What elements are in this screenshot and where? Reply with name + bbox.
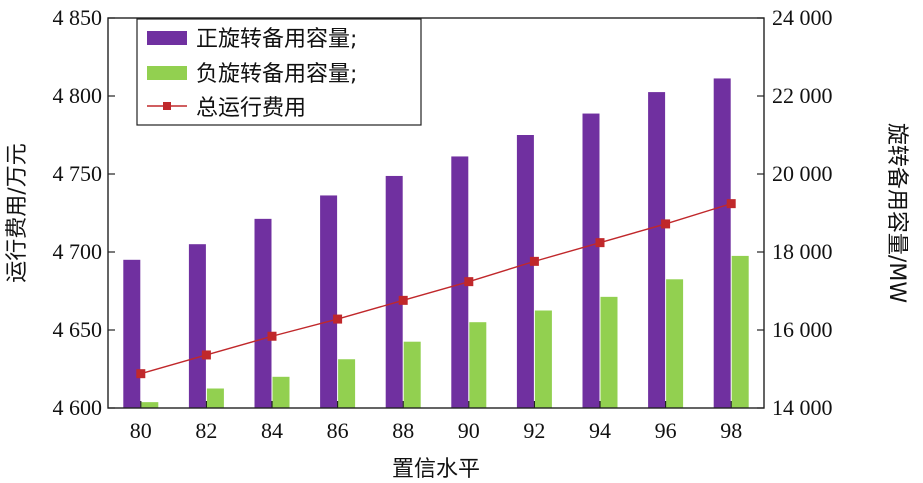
x-tick-label: 92 <box>523 418 545 443</box>
legend-swatch-positive <box>147 31 187 45</box>
right-tick-label: 20 000 <box>772 161 833 186</box>
bar-negative-84 <box>272 376 290 408</box>
right-tick-label: 16 000 <box>772 317 833 342</box>
x-tick-label: 80 <box>130 418 152 443</box>
bars-layer <box>123 78 749 409</box>
cost-marker-94 <box>595 238 605 248</box>
x-tick-label: 90 <box>458 418 480 443</box>
bar-negative-92 <box>534 310 552 408</box>
bar-positive-86 <box>320 195 338 408</box>
left-tick-label: 4 800 <box>53 83 103 108</box>
bar-negative-88 <box>403 341 421 408</box>
cost-marker-96 <box>661 219 671 229</box>
x-tick-label: 88 <box>392 418 414 443</box>
x-tick-label: 86 <box>327 418 349 443</box>
left-axis-title: 运行费用/万元 <box>5 143 30 282</box>
left-tick-label: 4 650 <box>53 317 103 342</box>
cost-line <box>140 202 732 375</box>
x-tick-label: 84 <box>261 418 283 443</box>
left-tick-label: 4 700 <box>53 239 103 264</box>
bar-positive-80 <box>123 259 141 408</box>
left-tick-label: 4 850 <box>53 5 103 30</box>
bar-negative-86 <box>338 359 356 408</box>
cost-marker-82 <box>201 350 211 360</box>
x-axis-title: 置信水平 <box>392 457 480 482</box>
bar-positive-90 <box>451 156 469 408</box>
legend-label-negative: 负旋转备用容量; <box>196 62 357 87</box>
bar-positive-88 <box>385 175 403 408</box>
x-tick-label: 96 <box>655 418 677 443</box>
bar-negative-98 <box>731 255 749 408</box>
bar-negative-94 <box>600 296 618 408</box>
cost-marker-98 <box>726 199 736 209</box>
legend-label-positive: 正旋转备用容量; <box>196 27 357 52</box>
bar-positive-98 <box>713 78 731 408</box>
line-layer <box>136 199 736 379</box>
x-tick-label: 98 <box>720 418 742 443</box>
cost-marker-80 <box>136 369 146 379</box>
right-tick-label: 18 000 <box>772 239 833 264</box>
bar-positive-82 <box>188 244 206 408</box>
bar-positive-94 <box>582 113 600 409</box>
bar-positive-84 <box>254 218 272 408</box>
right-axis-title: 旋转备用容量/MW <box>884 123 909 303</box>
bar-negative-82 <box>206 388 224 408</box>
x-tick-label: 94 <box>589 418 611 443</box>
bar-positive-96 <box>648 92 666 408</box>
legend-swatch-negative <box>147 66 187 80</box>
bar-negative-96 <box>666 279 684 408</box>
x-tick-label: 82 <box>195 418 217 443</box>
bar-positive-92 <box>516 135 534 408</box>
left-tick-label: 4 750 <box>53 161 103 186</box>
legend-label-cost: 总运行费用 <box>196 96 306 121</box>
axes-layer: 4 600 14 000 4 650 16 000 4 700 18 000 4 750 20… <box>53 5 833 443</box>
legend: 正旋转备用容量; 负旋转备用容量; 总运行费用 <box>136 18 422 126</box>
legend-swatch-marker <box>163 102 171 110</box>
right-tick-label: 24 000 <box>772 5 833 30</box>
cost-marker-84 <box>267 331 277 341</box>
right-tick-label: 22 000 <box>772 83 833 108</box>
cost-marker-92 <box>529 256 539 266</box>
bar-negative-90 <box>469 322 487 408</box>
cost-marker-88 <box>398 295 408 305</box>
cost-marker-90 <box>464 277 474 287</box>
plot-frame <box>107 17 765 409</box>
left-tick-label: 4 600 <box>53 395 103 420</box>
bar-negative-80 <box>141 402 159 408</box>
cost-marker-86 <box>333 314 343 324</box>
right-tick-label: 14 000 <box>772 395 833 420</box>
